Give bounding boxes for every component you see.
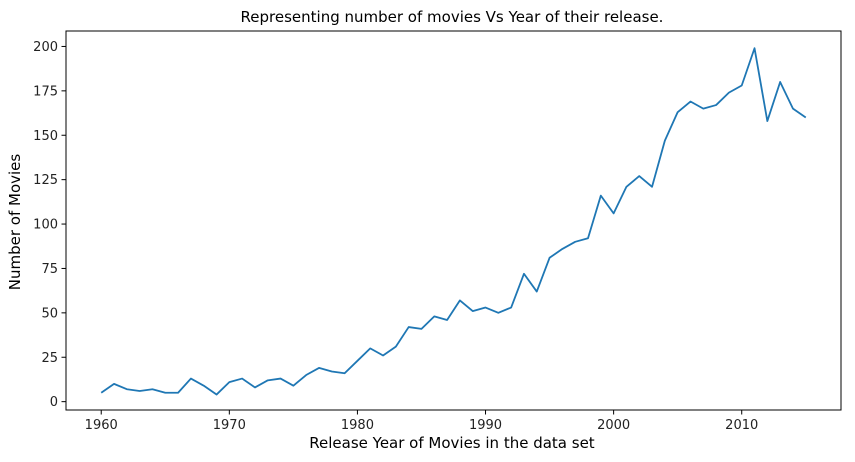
y-tick-label: 125 <box>33 173 58 188</box>
plot-area <box>65 30 842 411</box>
y-tick-label: 100 <box>33 218 58 233</box>
x-tick-label: 2000 <box>597 418 630 433</box>
y-axis-title: Number of Movies <box>6 154 24 291</box>
x-tick-label: 2010 <box>725 418 758 433</box>
x-tick-label: 1960 <box>85 418 118 433</box>
y-tick-label: 25 <box>41 351 58 366</box>
y-tick-label: 75 <box>41 262 58 277</box>
x-tick-label: 1990 <box>469 418 502 433</box>
series-line-0 <box>100 47 807 396</box>
chart-title: Representing number of movies Vs Year of… <box>241 8 664 26</box>
y-axis: 0 25 50 75 100 125 150 175 200 <box>33 40 66 410</box>
x-axis-title: Release Year of Movies in the data set <box>309 434 595 452</box>
y-tick-label: 0 <box>50 395 58 410</box>
x-tick-label: 1970 <box>213 418 246 433</box>
y-tick-label: 150 <box>33 129 58 144</box>
y-tick-label: 50 <box>41 306 58 321</box>
y-tick-label: 200 <box>33 40 58 55</box>
x-axis: 1960 1970 1980 1990 2000 2010 <box>85 410 758 433</box>
x-tick-label: 1980 <box>341 418 374 433</box>
y-tick-label: 175 <box>33 84 58 99</box>
plot-frame <box>65 30 842 411</box>
